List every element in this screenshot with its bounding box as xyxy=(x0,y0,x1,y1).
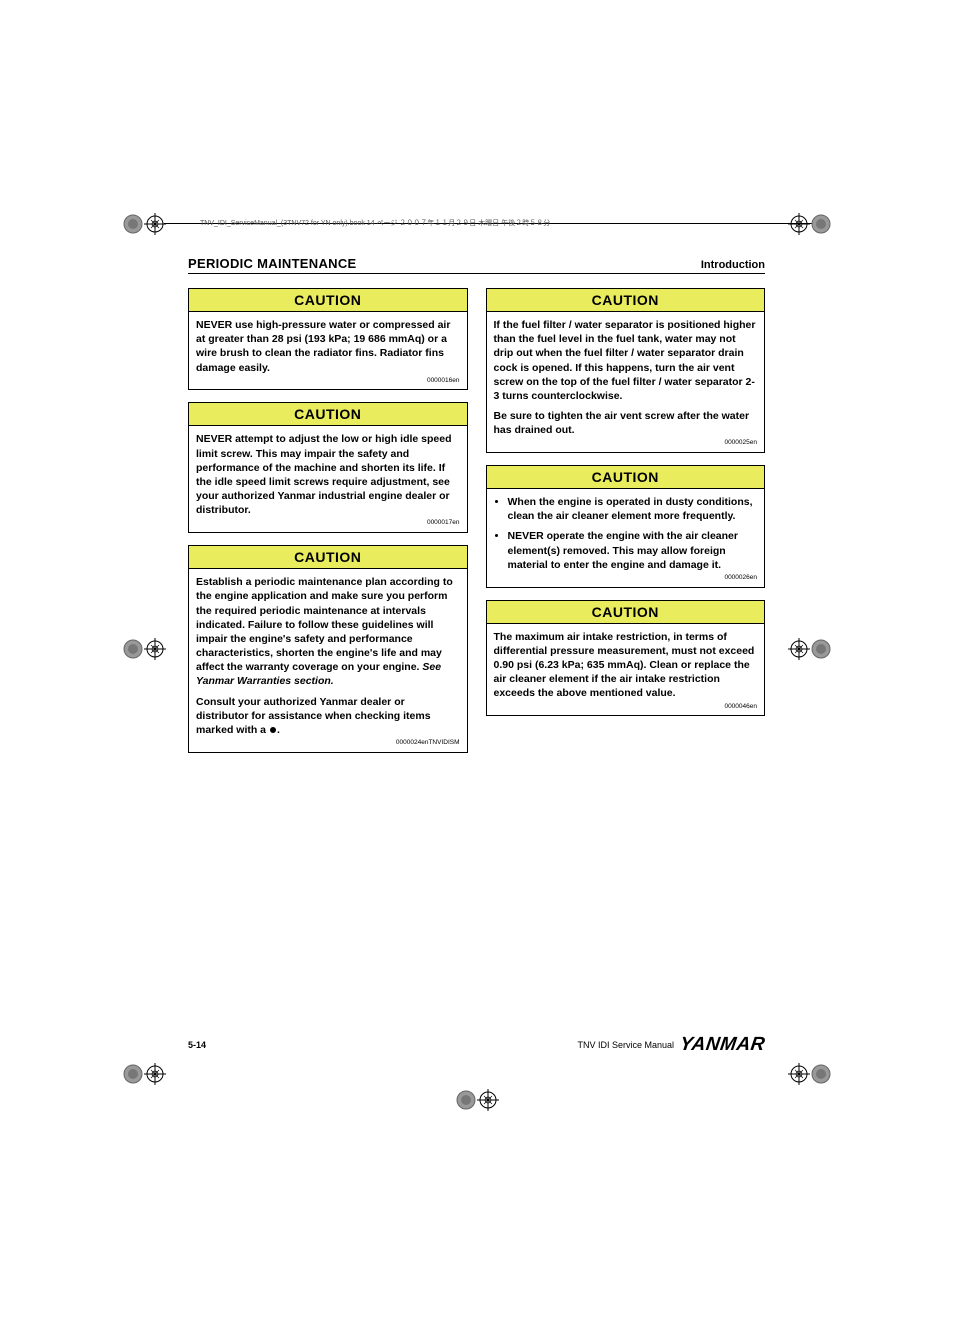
crop-mark-icon xyxy=(122,627,166,671)
crop-mark-icon xyxy=(122,1052,166,1096)
caution-bullet: When the engine is operated in dusty con… xyxy=(508,495,758,523)
page-footer: 5-14 TNV IDI Service Manual YANMAR xyxy=(188,1034,765,1056)
caution-text: NEVER use high-pressure water or compres… xyxy=(196,318,460,375)
caution-text: NEVER attempt to adjust the low or high … xyxy=(196,432,460,517)
crop-mark-icon xyxy=(788,202,832,246)
yanmar-logo: YANMAR xyxy=(678,1034,766,1056)
caution-title: CAUTION xyxy=(487,601,765,624)
caution-box: CAUTION Establish a periodic maintenance … xyxy=(188,545,468,753)
bullet-dot-icon xyxy=(270,727,276,733)
caution-body: When the engine is operated in dusty con… xyxy=(487,489,765,587)
running-head: PERIODIC MAINTENANCE Introduction xyxy=(188,256,765,274)
caution-title: CAUTION xyxy=(189,289,467,312)
left-column: CAUTION NEVER use high-pressure water or … xyxy=(188,288,468,753)
caution-body: NEVER attempt to adjust the low or high … xyxy=(189,426,467,532)
subsection-title: Introduction xyxy=(701,259,765,271)
right-column: CAUTION If the fuel filter / water separa… xyxy=(486,288,766,753)
caution-text: The maximum air intake restriction, in t… xyxy=(494,630,758,701)
page-content: PERIODIC MAINTENANCE Introduction CAUTIO… xyxy=(188,256,765,753)
manual-name: TNV IDI Service Manual xyxy=(577,1040,674,1050)
caution-box: CAUTION NEVER attempt to adjust the low o… xyxy=(188,402,468,533)
crop-mark-icon xyxy=(455,1078,499,1122)
caution-code: 0000026en xyxy=(494,574,758,583)
caution-title: CAUTION xyxy=(487,466,765,489)
caution-text: Be sure to tighten the air vent screw af… xyxy=(494,409,758,437)
caution-title: CAUTION xyxy=(189,546,467,569)
caution-body: NEVER use high-pressure water or compres… xyxy=(189,312,467,389)
caution-code: 0000017en xyxy=(196,519,460,528)
crop-mark-icon xyxy=(788,627,832,671)
caution-code: 0000024enTNVIDISM xyxy=(196,739,460,748)
page-number: 5-14 xyxy=(188,1040,206,1050)
caution-box: CAUTION NEVER use high-pressure water or … xyxy=(188,288,468,390)
caution-text: Consult your authorized Yanmar dealer or… xyxy=(196,695,460,738)
caution-body: If the fuel filter / water separator is … xyxy=(487,312,765,452)
crop-header-text: TNV_IDI_ServiceManual_(3TNV72 for YN onl… xyxy=(200,218,550,228)
caution-body: Establish a periodic maintenance plan ac… xyxy=(189,569,467,752)
caution-title: CAUTION xyxy=(487,289,765,312)
caution-code: 0000046en xyxy=(494,703,758,712)
caution-text: If the fuel filter / water separator is … xyxy=(494,318,758,403)
caution-text: Establish a periodic maintenance plan ac… xyxy=(196,575,460,688)
caution-box: CAUTION The maximum air intake restrictio… xyxy=(486,600,766,717)
caution-body: The maximum air intake restriction, in t… xyxy=(487,624,765,716)
caution-bullet: NEVER operate the engine with the air cl… xyxy=(508,529,758,572)
caution-box: CAUTION If the fuel filter / water separa… xyxy=(486,288,766,453)
caution-title: CAUTION xyxy=(189,403,467,426)
crop-mark-icon xyxy=(788,1052,832,1096)
caution-box: CAUTION When the engine is operated in du… xyxy=(486,465,766,588)
caution-code: 0000016en xyxy=(196,377,460,386)
section-title: PERIODIC MAINTENANCE xyxy=(188,256,357,271)
caution-code: 0000025en xyxy=(494,439,758,448)
crop-mark-icon xyxy=(122,202,166,246)
